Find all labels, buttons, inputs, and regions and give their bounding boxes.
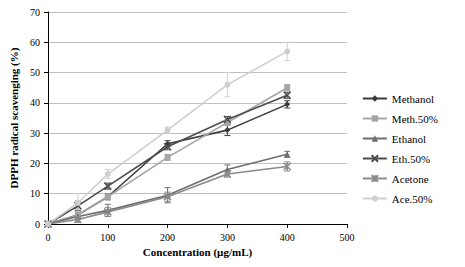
svg-text:Ace.50%: Ace.50% [392, 193, 433, 205]
svg-text:Eth.50%: Eth.50% [392, 153, 430, 165]
svg-text:Methanol: Methanol [392, 93, 434, 105]
svg-text:10: 10 [30, 188, 40, 199]
svg-text:300: 300 [220, 232, 235, 243]
svg-text:30: 30 [30, 128, 40, 139]
svg-text:DPPH radical scavenging (%): DPPH radical scavenging (%) [8, 47, 21, 188]
svg-text:Acetone: Acetone [392, 173, 429, 185]
svg-text:Concentration (µg/mL): Concentration (µg/mL) [143, 246, 253, 259]
svg-text:Meth.50%: Meth.50% [392, 113, 438, 125]
svg-text:0: 0 [35, 219, 40, 230]
svg-text:0: 0 [46, 232, 51, 243]
svg-text:500: 500 [340, 232, 355, 243]
svg-text:100: 100 [100, 232, 115, 243]
svg-text:200: 200 [160, 232, 175, 243]
svg-text:50: 50 [30, 67, 40, 78]
svg-text:70: 70 [30, 7, 40, 18]
svg-text:20: 20 [30, 158, 40, 169]
svg-text:400: 400 [280, 232, 295, 243]
svg-text:40: 40 [30, 97, 40, 108]
svg-text:Ethanol: Ethanol [392, 133, 426, 145]
svg-text:60: 60 [30, 37, 40, 48]
